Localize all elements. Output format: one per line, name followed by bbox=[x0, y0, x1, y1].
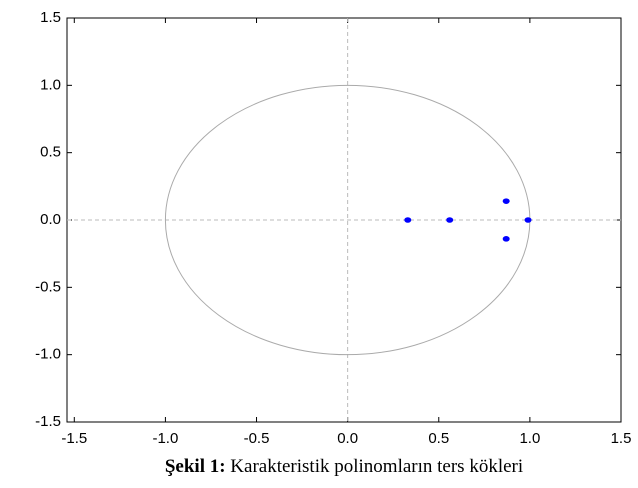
x-tick-label: 1.5 bbox=[611, 430, 632, 447]
x-tick-label: -1.5 bbox=[61, 430, 87, 447]
x-tick-label: 0.0 bbox=[337, 430, 358, 447]
point bbox=[446, 217, 454, 223]
point bbox=[524, 217, 532, 223]
y-tick-label: -1.0 bbox=[35, 346, 61, 363]
y-tick-label: 1.5 bbox=[40, 9, 61, 26]
point bbox=[502, 198, 510, 204]
caption: Şekil 1: Karakteristik polinomların ters… bbox=[165, 456, 523, 477]
y-tick-label: 1.0 bbox=[40, 76, 61, 93]
x-tick-label: -0.5 bbox=[244, 430, 270, 447]
caption-label: Şekil 1: bbox=[165, 456, 226, 477]
x-tick-label: 0.5 bbox=[428, 430, 449, 447]
y-tick-label: -0.5 bbox=[35, 278, 61, 295]
x-tick-label: 1.0 bbox=[519, 430, 540, 447]
caption-text: Karakteristik polinomların ters kökleri bbox=[230, 456, 523, 477]
y-tick-label: 0.0 bbox=[40, 211, 61, 228]
point bbox=[502, 236, 510, 242]
x-tick-label: -1.0 bbox=[152, 430, 178, 447]
point bbox=[404, 217, 412, 223]
y-tick-label: 0.5 bbox=[40, 144, 61, 161]
y-tick-label: -1.5 bbox=[35, 413, 61, 430]
